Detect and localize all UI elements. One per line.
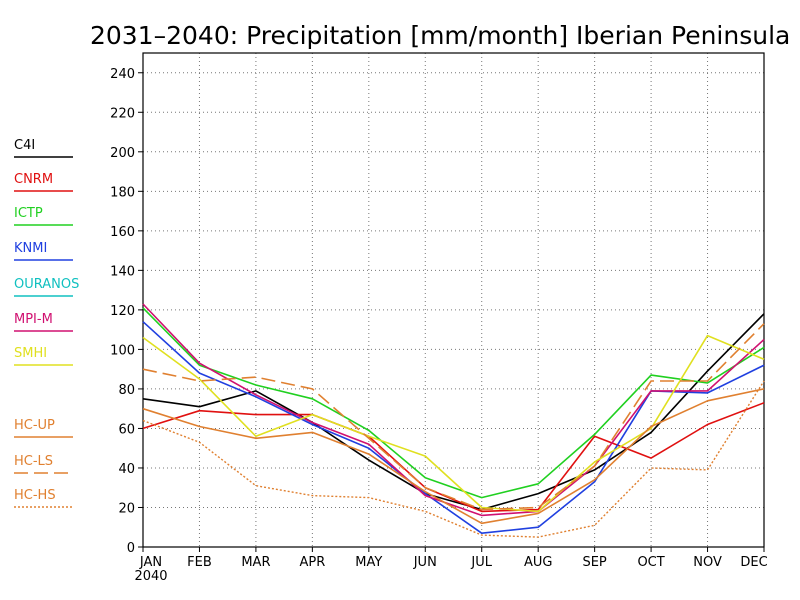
- tick-label-x: AUG: [524, 555, 552, 570]
- tick-label-x: DEC: [740, 555, 767, 570]
- tick-label-x: NOV: [693, 555, 722, 570]
- legend-label-hc-ls: HC-LS: [14, 454, 53, 469]
- series-line-smhi: [142, 334, 765, 513]
- tick-label-y: 100: [110, 343, 135, 358]
- tick-label-y: 220: [110, 106, 135, 121]
- tick-label-x: MAR: [241, 555, 270, 570]
- tick-label-x: JUN: [413, 555, 437, 570]
- plot-frame: [142, 52, 765, 548]
- legend-label-knmi: KNMI: [14, 241, 47, 256]
- series-line-hc-ls: [142, 323, 765, 511]
- tick-label-y: 120: [110, 304, 135, 319]
- series-line-hc-hs: [142, 380, 765, 538]
- series-lines: [142, 303, 765, 538]
- series-line-cnrm: [142, 402, 765, 513]
- series-line-ictp: [142, 307, 765, 499]
- series-line-hc-up: [142, 388, 765, 525]
- legend: C4I CNRM ICTP KNMI OURANOS MPI-M SMHI HC-UP HC-L…: [14, 138, 79, 508]
- legend-label-ouranos: OURANOS: [14, 277, 79, 292]
- legend-label-hc-up: HC-UP: [14, 418, 55, 433]
- legend-label-cnrm: CNRM: [14, 172, 53, 187]
- tick-label-x: JUL: [470, 555, 492, 570]
- tick-label-x: SEP: [582, 555, 606, 570]
- legend-label-ictp: ICTP: [14, 206, 43, 221]
- tick-label-y: 160: [110, 225, 135, 240]
- tick-label-y: 200: [110, 146, 135, 161]
- series-line-c4i: [142, 313, 765, 511]
- tick-label-x: JAN: [139, 555, 162, 570]
- tick-label-y: 180: [110, 185, 135, 200]
- chart-title: 2031–2040: Precipitation [mm/month] Iber…: [90, 21, 800, 50]
- tick-label-y: 240: [110, 67, 135, 82]
- legend-label-smhi: SMHI: [14, 346, 47, 361]
- tick-label-x: APR: [299, 555, 325, 570]
- year-label: 2040: [134, 569, 167, 584]
- tick-label-x: MAY: [355, 555, 382, 570]
- tick-label-y: 140: [110, 264, 135, 279]
- tick-label-x: OCT: [637, 555, 664, 570]
- grid-lines: [143, 53, 764, 547]
- legend-label-c4i: C4I: [14, 138, 35, 153]
- tick-label-x: FEB: [187, 555, 212, 570]
- tick-label-y: 0: [127, 541, 135, 556]
- tick-label-y: 20: [118, 501, 135, 516]
- series-line-mpi-m: [142, 303, 765, 517]
- legend-label-mpi-m: MPI-M: [14, 312, 53, 327]
- tick-label-y: 80: [118, 383, 135, 398]
- legend-label-hc-hs: HC-HS: [14, 488, 56, 503]
- tick-label-y: 60: [118, 422, 135, 437]
- tick-label-y: 40: [118, 462, 135, 477]
